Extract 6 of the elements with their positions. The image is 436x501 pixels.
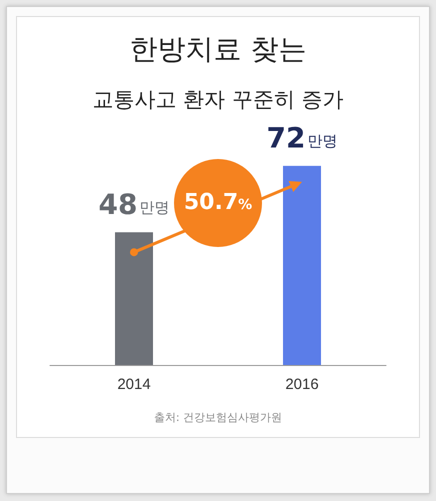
x-tick-label: 2016 — [285, 376, 319, 393]
x-tick-label: 2014 — [117, 376, 151, 393]
source-note: 출처: 건강보험심사평가원 — [152, 410, 284, 425]
chart-title: 한방치료 찾는 — [130, 32, 306, 66]
chart-subtitle: 교통사고 환자 꾸준히 증가 — [92, 88, 344, 112]
annotation: 50.7% — [184, 190, 252, 216]
